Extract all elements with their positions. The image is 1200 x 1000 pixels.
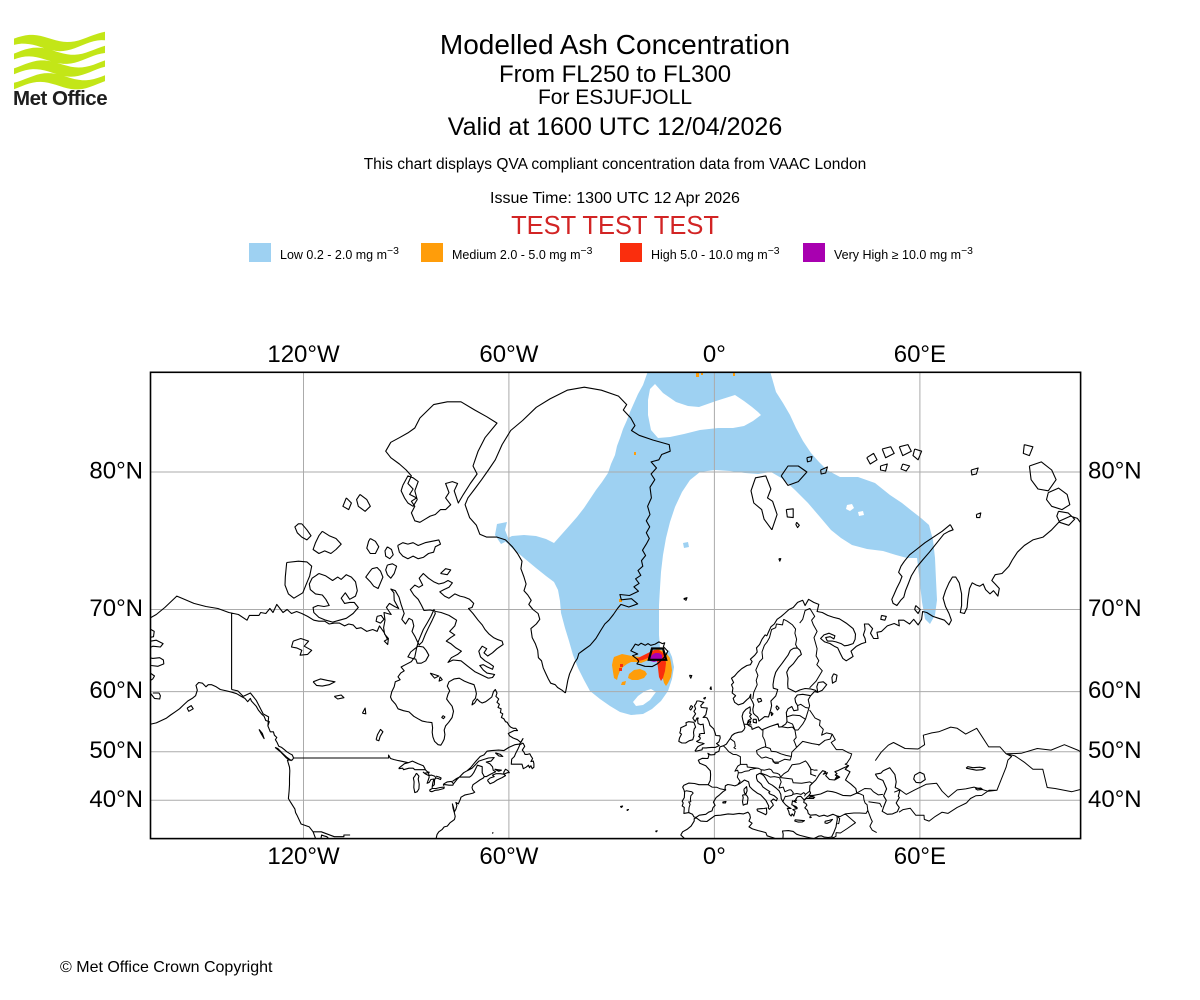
svg-text:60°N: 60°N	[1088, 677, 1142, 704]
svg-text:50°N: 50°N	[1088, 737, 1142, 764]
svg-text:60°E: 60°E	[894, 341, 946, 368]
svg-text:40°N: 40°N	[89, 786, 143, 813]
svg-text:60°E: 60°E	[894, 843, 946, 870]
svg-text:70°N: 70°N	[89, 595, 143, 622]
svg-text:120°W: 120°W	[267, 843, 340, 870]
svg-text:60°N: 60°N	[89, 677, 143, 704]
svg-text:60°W: 60°W	[479, 341, 538, 368]
svg-text:0°: 0°	[703, 843, 726, 870]
svg-text:80°N: 80°N	[89, 458, 143, 485]
svg-text:Met Office: Met Office	[13, 87, 107, 110]
svg-text:120°W: 120°W	[267, 341, 340, 368]
svg-text:0°: 0°	[703, 341, 726, 368]
svg-text:60°W: 60°W	[479, 843, 538, 870]
svg-text:50°N: 50°N	[89, 737, 143, 764]
svg-text:80°N: 80°N	[1088, 458, 1142, 485]
svg-text:40°N: 40°N	[1088, 786, 1142, 813]
svg-text:70°N: 70°N	[1088, 595, 1142, 622]
